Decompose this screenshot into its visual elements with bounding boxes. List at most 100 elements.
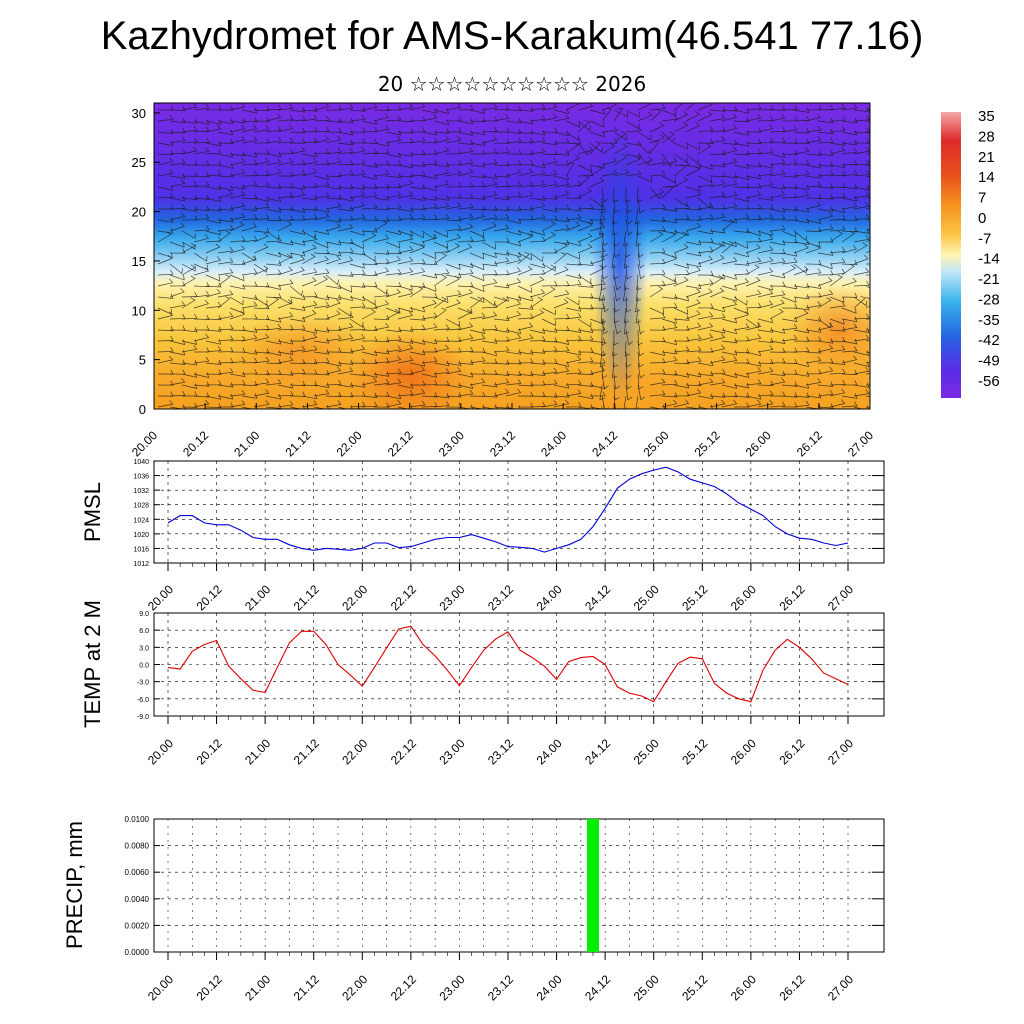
wind-barb bbox=[469, 181, 486, 188]
wind-barb bbox=[169, 105, 186, 111]
wind-barb bbox=[541, 367, 558, 375]
wind-barb bbox=[517, 322, 534, 331]
wind-barb bbox=[277, 240, 294, 246]
wind-barb bbox=[253, 370, 270, 376]
wind-barb bbox=[697, 126, 714, 133]
wind-barb bbox=[217, 296, 231, 309]
wind-barb bbox=[636, 219, 642, 236]
wind-barb bbox=[409, 103, 426, 111]
wind-barb bbox=[265, 339, 282, 345]
wind-barb bbox=[337, 247, 354, 254]
wind-barb bbox=[769, 401, 786, 408]
wind-barb bbox=[745, 139, 762, 145]
wind-barb bbox=[721, 202, 738, 210]
wind-barb bbox=[217, 217, 234, 223]
wind-barb bbox=[181, 118, 198, 125]
wind-barb bbox=[217, 268, 234, 276]
wind-barb bbox=[457, 213, 474, 221]
wind-barb bbox=[277, 390, 294, 397]
wind-barb bbox=[265, 293, 282, 299]
wind-barb bbox=[325, 400, 342, 408]
wind-barb bbox=[529, 236, 546, 243]
wind-barb bbox=[709, 242, 724, 254]
wind-barb bbox=[349, 302, 366, 309]
wind-barb bbox=[721, 285, 737, 291]
wind-barb bbox=[169, 390, 186, 397]
wind-barb bbox=[817, 366, 834, 375]
wind-barb bbox=[541, 264, 556, 276]
wind-barb bbox=[565, 327, 582, 333]
wind-barb bbox=[649, 280, 666, 287]
wind-barb bbox=[193, 381, 210, 387]
wind-barb bbox=[349, 344, 366, 353]
wind-barb bbox=[469, 296, 485, 303]
wind-barb bbox=[349, 138, 366, 144]
wind-barb bbox=[181, 194, 198, 201]
wind-barb bbox=[553, 150, 570, 156]
wind-barb bbox=[433, 241, 449, 249]
wind-barb bbox=[721, 317, 737, 324]
wind-barb bbox=[613, 197, 620, 214]
wind-barb bbox=[493, 194, 510, 201]
wind-barb bbox=[229, 357, 246, 364]
wind-barb bbox=[613, 168, 630, 177]
wind-barb bbox=[265, 379, 282, 386]
wind-barb bbox=[577, 381, 594, 388]
wind-barb bbox=[721, 300, 738, 309]
wind-barb bbox=[193, 194, 210, 200]
wind-barb bbox=[721, 241, 735, 254]
colorbar-label: 28 bbox=[978, 128, 995, 145]
temp-x-tick-label: 25.12 bbox=[679, 736, 710, 767]
wind-barb bbox=[829, 230, 844, 243]
wind-barb bbox=[529, 296, 543, 309]
wind-barb bbox=[493, 161, 510, 167]
wind-barb bbox=[817, 250, 834, 256]
wind-barb bbox=[409, 400, 426, 408]
wind-barb bbox=[217, 190, 234, 199]
wind-barb bbox=[445, 336, 462, 342]
wind-barb bbox=[337, 139, 354, 146]
wind-barb bbox=[373, 371, 390, 377]
wind-barb bbox=[481, 302, 498, 309]
wind-barb bbox=[313, 294, 330, 301]
wind-barb bbox=[361, 203, 378, 210]
wind-barb bbox=[505, 240, 521, 247]
wind-barb bbox=[421, 292, 438, 298]
wind-barb bbox=[157, 252, 173, 258]
wind-barb bbox=[745, 333, 762, 342]
pmsl-y-tick-label: 1036 bbox=[133, 474, 149, 481]
wind-barb bbox=[805, 113, 822, 122]
wind-barb bbox=[721, 356, 738, 364]
colorbar-ramp bbox=[941, 112, 961, 398]
wind-barb bbox=[829, 103, 846, 111]
wind-barb bbox=[397, 369, 414, 375]
wind-barb bbox=[337, 392, 354, 398]
wind-barb bbox=[361, 232, 377, 243]
wind-barb bbox=[649, 158, 666, 166]
wind-barb bbox=[793, 304, 810, 311]
wind-barb bbox=[649, 286, 664, 298]
wind-barb bbox=[733, 323, 750, 331]
wind-barb bbox=[494, 336, 510, 342]
heatmap-x-tick-label: 25.12 bbox=[692, 428, 723, 459]
wind-barb bbox=[613, 395, 620, 409]
wind-barb bbox=[265, 284, 282, 290]
wind-barb bbox=[697, 378, 714, 386]
wind-barb bbox=[589, 247, 606, 254]
wind-barb bbox=[301, 277, 317, 287]
wind-barb bbox=[505, 118, 522, 124]
wind-barb bbox=[181, 345, 198, 353]
wind-barb bbox=[685, 205, 702, 211]
wind-barb bbox=[757, 230, 773, 237]
wind-barb bbox=[853, 327, 870, 333]
wind-barb bbox=[229, 400, 246, 408]
wind-barb bbox=[469, 205, 486, 211]
wind-barb bbox=[709, 191, 726, 199]
chart-title: Kazhydromet for AMS-Karakum(46.541 77.16… bbox=[100, 14, 924, 58]
wind-barb bbox=[517, 160, 534, 166]
wind-barb bbox=[805, 173, 822, 179]
wind-barb bbox=[757, 234, 774, 243]
wind-barb bbox=[673, 153, 688, 163]
wind-barb bbox=[661, 175, 676, 184]
wind-barb bbox=[493, 138, 510, 144]
